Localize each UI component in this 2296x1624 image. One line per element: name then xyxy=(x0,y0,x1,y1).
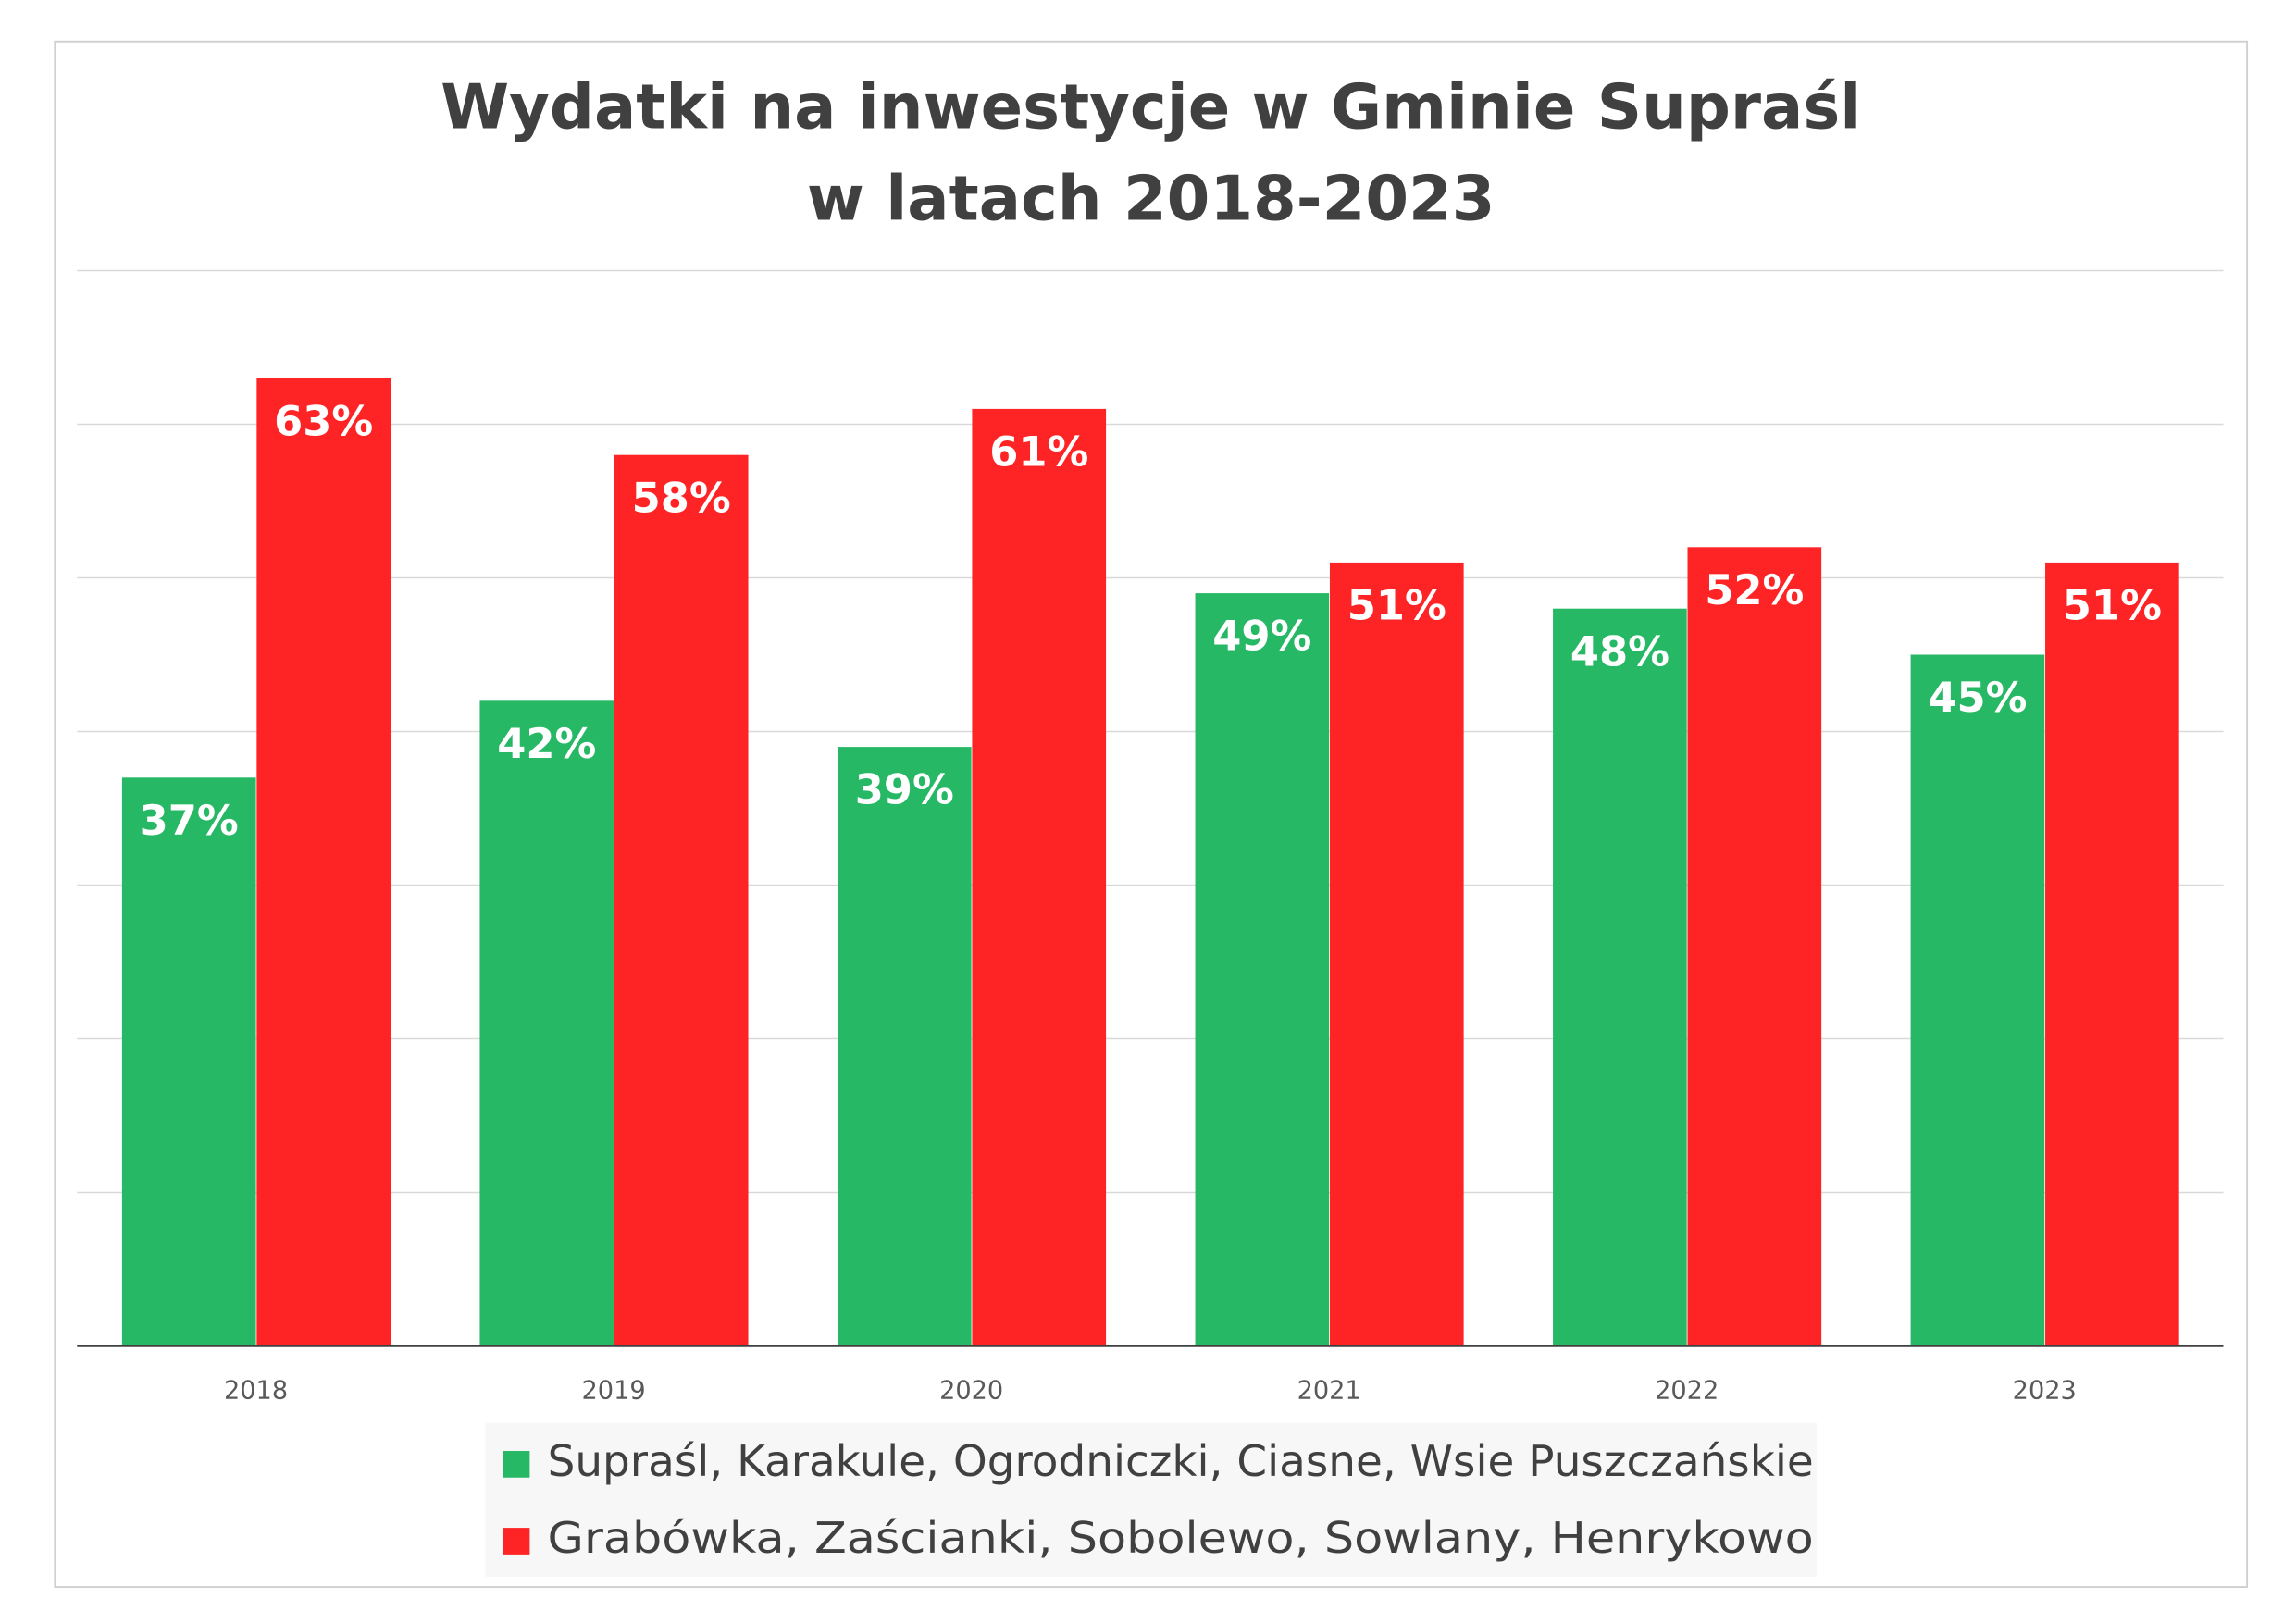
data-label: 42% xyxy=(497,719,596,768)
x-tick-label: 2018 xyxy=(224,1377,288,1406)
data-label: 39% xyxy=(855,765,954,814)
chart-frame xyxy=(54,40,2249,1588)
x-tick-label: 2019 xyxy=(582,1377,646,1406)
x-tick-label: 2023 xyxy=(2013,1377,2077,1406)
x-tick-label: 2022 xyxy=(1655,1377,1719,1406)
bar xyxy=(614,454,749,1346)
legend-label: Grabówka, Zaścianki, Sobolewo, Sowlany, … xyxy=(548,1513,1814,1563)
data-label: 45% xyxy=(1928,673,2027,722)
data-label: 48% xyxy=(1570,626,1669,676)
legend-swatch xyxy=(503,1528,530,1555)
data-label: 51% xyxy=(1347,580,1446,629)
data-label: 52% xyxy=(1705,565,1804,614)
bar xyxy=(121,777,256,1346)
bar xyxy=(479,700,614,1346)
chart-title: Wydatki na inwestycje w Gminie Supraśl xyxy=(441,70,1861,143)
chart-subtitle: w latach 2018-2023 xyxy=(807,163,1496,235)
bar xyxy=(837,747,972,1346)
data-label: 63% xyxy=(274,396,373,445)
x-tick-label: 2020 xyxy=(939,1377,1003,1406)
x-tick-label: 2021 xyxy=(1297,1377,1361,1406)
data-label: 51% xyxy=(2063,580,2162,629)
legend-swatch xyxy=(503,1450,530,1478)
data-label: 58% xyxy=(632,473,731,522)
legend-box xyxy=(485,1422,1817,1577)
data-label: 49% xyxy=(1212,612,1311,661)
data-label: 61% xyxy=(989,427,1088,476)
bar xyxy=(972,408,1107,1346)
legend-label: Supraśl, Karakule, Ogrodniczki, Ciasne, … xyxy=(548,1436,1814,1486)
bar xyxy=(1910,654,2045,1346)
bar xyxy=(1329,562,1464,1346)
bar xyxy=(256,378,391,1346)
bar xyxy=(2045,562,2179,1346)
data-label: 37% xyxy=(140,796,239,845)
bar xyxy=(1687,547,1822,1346)
bar xyxy=(1195,593,1330,1346)
bar xyxy=(1553,608,1687,1346)
